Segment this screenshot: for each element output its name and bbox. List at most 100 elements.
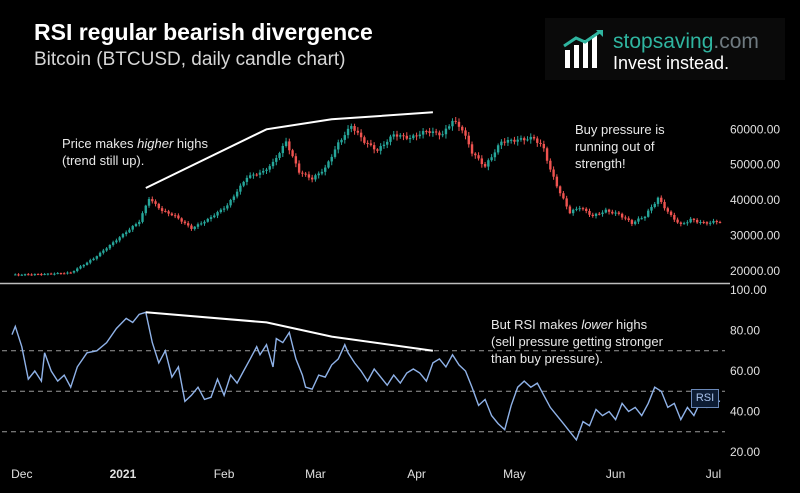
candle-body (167, 211, 170, 214)
candle-body (33, 274, 37, 276)
price-tick-label: 20000.00 (730, 264, 780, 278)
candle-body (124, 232, 128, 235)
time-axis: Dec 2021 Feb Mar Apr May Jun Jul (11, 467, 721, 481)
candle-body (715, 220, 718, 223)
rsi-note-before: But RSI makes (491, 317, 582, 332)
candle-body (421, 131, 425, 135)
brand-name: stopsaving.com (613, 30, 759, 54)
candle-body (640, 218, 643, 220)
candle-body (594, 213, 598, 216)
candle-body (441, 134, 444, 136)
candle-body (118, 237, 121, 241)
candle-body (571, 209, 575, 214)
candle-body (695, 219, 699, 223)
rsi-annotation-line2: (sell pressure getting stronger (491, 334, 663, 349)
rsi-annotation-line3: than buy pressure). (491, 351, 604, 366)
candle-body (412, 135, 415, 139)
rsi-tick-label: 40.00 (730, 405, 760, 419)
candle-body (513, 139, 516, 142)
rsi-series-line (11, 311, 721, 442)
rsi-level-lines (2, 350, 725, 433)
candle-body (92, 258, 95, 261)
candle-body (588, 210, 591, 215)
candle-body (36, 274, 40, 276)
candle-body (265, 169, 268, 171)
candle-body (689, 218, 692, 223)
candle-body (464, 130, 467, 136)
candle-body (483, 164, 487, 167)
x-tick-label: Dec (11, 467, 32, 481)
candle-body (131, 226, 134, 230)
candle-body (686, 222, 689, 224)
candle-body (451, 120, 454, 127)
candle-body (173, 215, 177, 217)
candle-body (213, 215, 216, 218)
candle-body (278, 153, 281, 158)
candle-body (66, 272, 69, 274)
candle-body (503, 141, 506, 143)
candle-body (226, 205, 229, 209)
candle-body (519, 138, 523, 140)
candle-body (643, 216, 647, 219)
brand-logo[interactable]: stopsaving.com Invest instead. (545, 18, 785, 80)
rsi-annotation-line1: But RSI makes lower highs (491, 316, 663, 333)
candle-body (408, 138, 412, 140)
candle-body (581, 208, 585, 210)
candle-body (565, 198, 568, 207)
candle-body (209, 217, 213, 219)
candle-body (516, 139, 519, 142)
candle-body (702, 221, 705, 223)
candle-body (611, 211, 614, 214)
candle-body (147, 199, 151, 206)
brand-tagline: Invest instead. (613, 53, 730, 73)
candle-body (82, 264, 85, 267)
price-note-emphasis: higher (137, 136, 174, 151)
candle-body (692, 218, 696, 220)
candle-body (376, 149, 379, 151)
candle-body (14, 274, 17, 276)
candle-body (699, 221, 702, 223)
candle-body (40, 274, 43, 276)
rsi-axis: 20.00 40.00 60.00 80.00 100.00 (730, 283, 767, 459)
price-annotation: Price makes higher highs (trend still up… (62, 135, 208, 169)
chart-subtitle: Bitcoin (BTCUSD, daily candle chart) (34, 49, 346, 70)
x-tick-label: Apr (407, 467, 426, 481)
candle-body (190, 225, 193, 229)
candle-body (620, 213, 624, 218)
rsi-annotation: But RSI makes lower highs (sell pressure… (491, 316, 663, 367)
candle-body (637, 218, 640, 222)
candle-body (30, 274, 33, 276)
candle-body (487, 160, 490, 167)
candle-body (170, 213, 174, 216)
candle-body (539, 142, 542, 144)
candle-body (673, 214, 676, 220)
candle-body (248, 175, 252, 178)
candle-body (284, 141, 288, 146)
candle-body (346, 128, 350, 136)
candle-body (477, 155, 480, 159)
candle-body (598, 213, 601, 215)
rsi-legend-badge: RSI (691, 389, 719, 408)
candle-body (333, 149, 337, 157)
candle-body (164, 210, 167, 212)
candle-body (180, 218, 183, 222)
price-tick-label: 60000.00 (730, 122, 780, 136)
candle-body (271, 161, 275, 167)
buy-note-line3: strength! (575, 156, 626, 171)
candle-body (614, 212, 617, 214)
candle-body (242, 181, 245, 186)
candle-body (53, 273, 56, 275)
candle-body (138, 221, 141, 225)
candle-body (363, 137, 366, 143)
candle-body (490, 157, 493, 161)
x-tick-label: May (503, 467, 526, 481)
candle-body (183, 221, 187, 224)
price-tick-label: 30000.00 (730, 229, 780, 243)
candle-body (72, 271, 76, 273)
candle-body (200, 223, 203, 225)
candle-body (108, 244, 112, 249)
candle-body (663, 201, 666, 209)
candle-body (682, 223, 686, 225)
candle-body (324, 167, 327, 172)
candle-body (418, 134, 422, 137)
